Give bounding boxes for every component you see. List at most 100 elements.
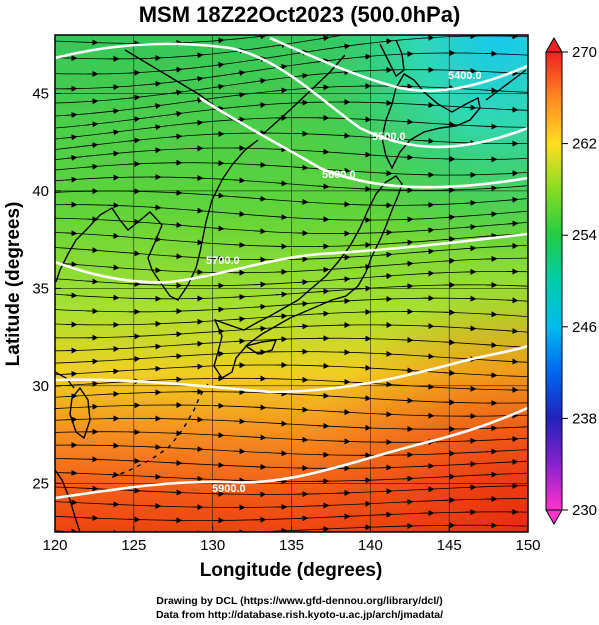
wind-arrow [65,230,78,237]
wind-arrow [527,316,528,318]
wind-arrow [65,393,78,400]
wind-arrow [464,461,477,468]
x-tick-label: 120 [42,537,67,554]
wind-arrow [170,253,183,260]
wind-arrow [86,247,99,254]
wind-arrow [233,177,246,184]
wind-arrow [422,486,435,493]
coastline-kurils [485,69,527,101]
wind-arrow [359,151,372,158]
wind-arrow [170,133,183,140]
wind-arrow [296,72,309,79]
contour-labels: 5400.0 5500.0 5600.0 5700.0 5900.0 [206,70,482,495]
wind-arrow [443,369,456,376]
wind-arrow [233,210,246,217]
wind-arrow [212,328,225,335]
wind-arrow [380,38,393,45]
wind-arrow [296,164,309,171]
colorbar-tick-label: 262 [572,136,597,153]
wind-arrow [55,244,57,251]
streamline [55,444,528,456]
wind-arrow [86,278,99,285]
wind-arrow [65,134,78,141]
wind-arrow [128,137,141,144]
wind-arrow [275,87,288,94]
wind-arrow [506,170,519,177]
wind-arrow [149,236,162,243]
wind-arrow [55,275,57,282]
wind-arrow [401,118,414,125]
wind-arrow [465,5,476,6]
contour-label-5500: 5500.0 [372,131,406,143]
wind-arrow [212,62,225,68]
streamline [55,391,528,404]
wind-arrow [485,87,498,94]
wind-arrow [149,343,162,350]
wind-arrow [170,222,183,228]
wind-arrow [338,132,351,139]
wind-arrow [233,338,246,345]
wind-arrow [359,116,372,123]
streamline [55,511,528,521]
wind-arrow [423,10,434,11]
wind-arrow [149,80,162,87]
wind-arrow [233,448,246,455]
wind-arrow [443,214,456,221]
contour-label-5900: 5900.0 [212,483,246,495]
wind-arrow [422,248,435,255]
wind-arrow [233,70,246,76]
wind-arrow [128,94,141,101]
wind-arrow [485,232,498,239]
wind-arrow [506,297,519,304]
wind-arrow [527,158,528,159]
wind-arrow [422,102,435,109]
streamline [55,524,528,532]
wind-arrow [254,101,267,108]
streamline [55,472,528,482]
contour-5900 [55,406,528,500]
wind-arrow [191,75,204,82]
wind-arrow [275,214,288,221]
wind-arrow [86,163,99,170]
wind-arrow [422,227,435,234]
wind-arrow [86,98,99,105]
colorbar-scale [545,51,563,511]
wind-arrow [485,448,498,455]
streamline [55,364,528,378]
wind-arrow [359,241,372,248]
y-tick-label: 30 [32,378,49,395]
wind-arrow [86,142,99,149]
streamline [55,85,528,117]
wind-arrow [422,353,435,360]
colorbar-min-arrow [545,509,563,526]
wind-arrow [191,207,204,214]
wind-arrow [380,273,393,280]
streamline [55,176,528,191]
wind-arrow [191,340,204,347]
coastline-taiwan [69,386,91,440]
wind-arrow [149,147,162,154]
wind-arrow [149,365,162,372]
wind-arrow [359,285,372,292]
contour-5700 [55,232,528,284]
y-axis: 25 30 35 40 45 [32,85,61,492]
streamline [55,190,528,206]
wind-arrow [317,392,330,399]
wind-arrow [170,66,183,73]
wind-arrow [527,286,528,287]
streamline [55,418,528,430]
wind-arrow [443,473,456,480]
wind-arrow [317,310,330,317]
wind-arrow [233,418,246,425]
wind-arrow [275,146,288,153]
wind-arrow [233,316,246,323]
wind-arrow [506,458,519,465]
colorbar: 270 262 254 246 238 230 [545,36,597,526]
y-tick-label: 40 [32,183,49,200]
wind-arrow [55,306,57,313]
wind-arrow [170,110,183,117]
contour-5600 [199,96,528,189]
contour-label-5400: 5400.0 [448,70,482,82]
wind-arrow [506,436,519,442]
streamline [55,498,528,508]
